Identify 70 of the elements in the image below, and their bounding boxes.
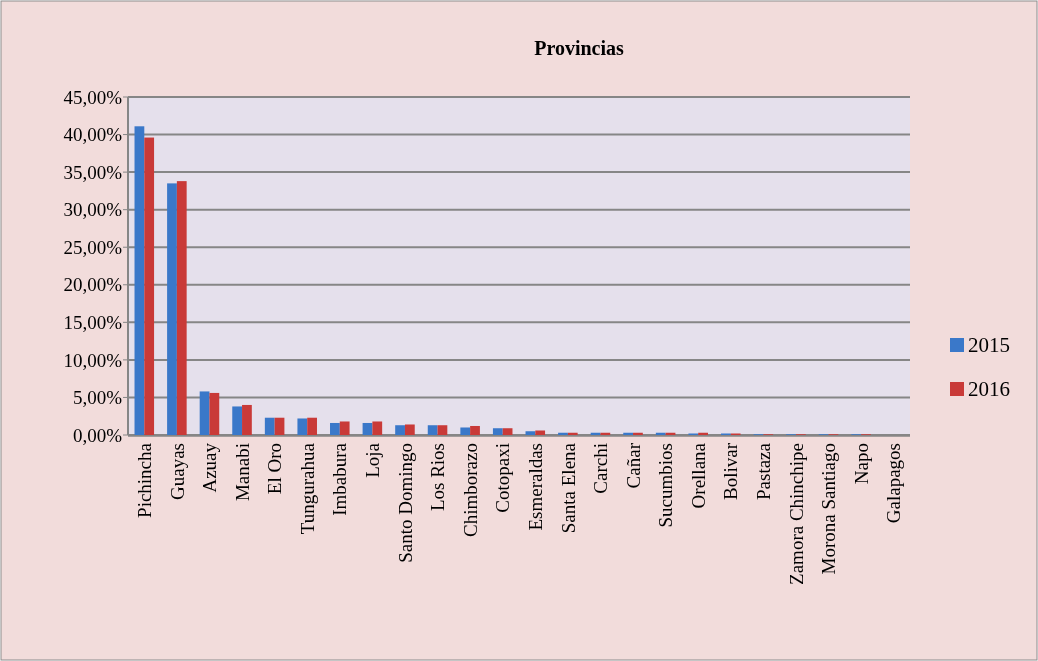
bar <box>264 417 275 435</box>
x-tick-label: Chimborazo <box>459 443 481 537</box>
y-tick-label: 25,00% <box>63 236 123 258</box>
y-tick-label: 20,00% <box>63 274 123 296</box>
x-tick-label: Tungurahua <box>296 442 318 535</box>
bar <box>623 432 634 435</box>
y-tick-label: 30,00% <box>63 199 123 221</box>
bar <box>307 417 317 435</box>
bar <box>470 425 480 435</box>
bar <box>698 432 708 435</box>
x-tick-label: Galapagos <box>883 443 905 524</box>
bar <box>460 427 471 435</box>
x-tick-label: Zamora Chinchipe <box>785 443 807 585</box>
bar <box>339 421 350 435</box>
bar <box>427 425 438 435</box>
x-tick-label: Imbabura <box>329 442 351 516</box>
x-tick-label: Cotopaxi <box>492 443 514 513</box>
bar <box>535 430 546 435</box>
x-tick-label: Bolivar <box>720 442 742 500</box>
bar <box>297 418 308 435</box>
bar <box>144 137 155 435</box>
x-tick-label: Santa Elena <box>557 442 579 534</box>
legend-label: 2016 <box>968 377 1010 402</box>
bar <box>633 432 643 435</box>
x-tick-label: Napo <box>850 443 872 485</box>
y-tick-label: 15,00% <box>63 311 123 333</box>
x-tick-label: Morona Santiago <box>818 443 840 575</box>
y-tick-label: 35,00% <box>63 161 123 183</box>
bar <box>274 417 285 435</box>
chart-title: Provincias <box>534 37 625 59</box>
x-tick-label: Los Rios <box>427 443 449 512</box>
bar <box>232 406 243 435</box>
x-tick-label: Loja <box>362 442 384 478</box>
x-tick-label: Guayas <box>166 443 188 500</box>
bar <box>176 181 187 435</box>
bar <box>525 431 536 435</box>
x-tick-label: Pastaza <box>753 442 775 500</box>
bar <box>502 428 513 435</box>
bar <box>134 126 145 435</box>
y-tick-label: 0,00% <box>72 424 123 446</box>
bar <box>372 421 383 435</box>
bar <box>600 432 611 435</box>
bar <box>362 422 373 435</box>
bar <box>395 425 405 435</box>
legend-label: 2015 <box>968 333 1010 358</box>
bar <box>242 404 252 435</box>
x-tick-label: Carchi <box>590 443 612 494</box>
y-tick-label: 40,00% <box>63 124 123 146</box>
x-tick-label: Sucumbios <box>655 443 677 528</box>
y-tick-label: 5,00% <box>72 387 123 409</box>
y-tick-label: 45,00% <box>63 86 123 108</box>
y-tick-label: 10,00% <box>63 349 123 371</box>
x-tick-label: Santo Domingo <box>394 443 416 563</box>
x-tick-label: Cañar <box>622 442 644 489</box>
bar <box>330 422 340 435</box>
bar <box>199 391 210 435</box>
x-tick-label: Pichincha <box>133 442 155 518</box>
bar <box>567 432 578 435</box>
x-tick-label: Manabi <box>231 443 253 502</box>
x-tick-label: Azuay <box>199 442 221 493</box>
bar <box>404 424 415 435</box>
bar <box>437 425 448 435</box>
x-tick-label: Orellana <box>687 442 709 509</box>
x-tick-label: El Oro <box>264 443 286 495</box>
bar <box>492 428 503 435</box>
bar <box>209 392 220 435</box>
x-tick-label: Esmeraldas <box>524 443 546 531</box>
bar <box>167 183 177 435</box>
bar <box>558 432 568 435</box>
bar <box>655 432 666 435</box>
